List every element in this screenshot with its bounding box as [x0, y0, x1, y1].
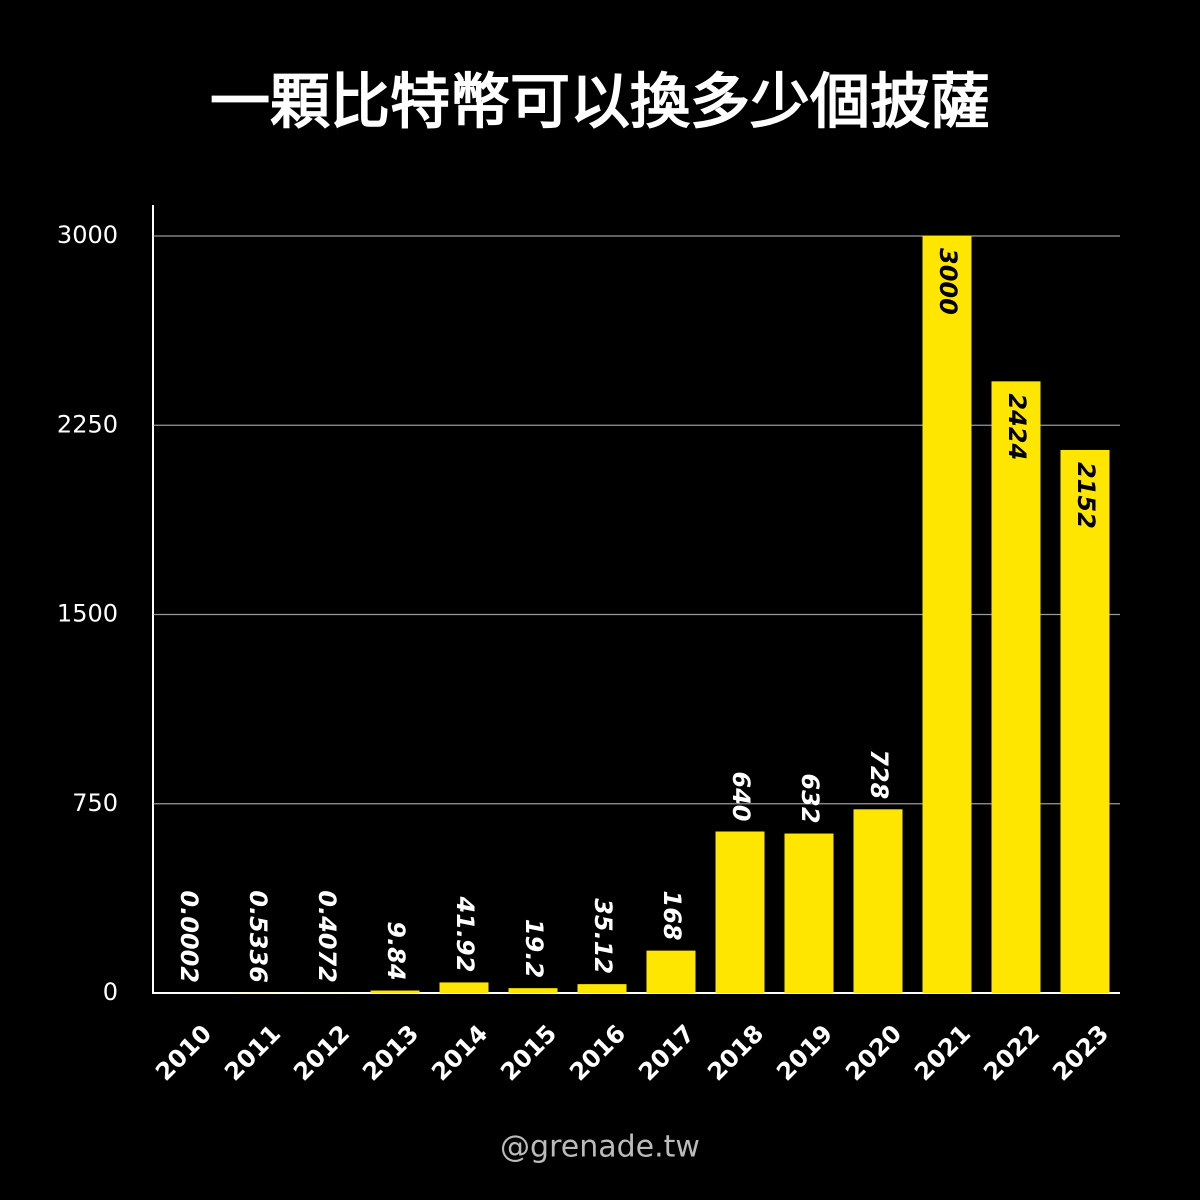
value-label: 35.12	[589, 898, 617, 974]
value-label: 2152	[1072, 462, 1100, 529]
value-label: 640	[727, 771, 755, 821]
chart-title: 一顆比特幣可以換多少個披薩	[210, 68, 990, 138]
value-label: 728	[865, 749, 893, 799]
bar	[715, 831, 765, 993]
y-tick-label: 1500	[57, 600, 118, 628]
bar	[1060, 449, 1110, 994]
bar	[991, 381, 1041, 993]
value-label: 0.4072	[313, 890, 341, 983]
value-label: 168	[658, 890, 686, 940]
bar	[853, 809, 903, 993]
bar	[922, 236, 972, 993]
value-label: 19.2	[520, 919, 548, 978]
value-label: 632	[796, 773, 824, 823]
bar	[646, 950, 696, 993]
footer: @grenade.tw	[500, 1130, 700, 1165]
y-tick-label: 2250	[57, 410, 118, 438]
value-label: 41.92	[451, 896, 479, 973]
bar	[508, 988, 558, 993]
value-label: 9.84	[382, 921, 410, 980]
y-tick-label: 750	[72, 789, 118, 817]
value-label: 0.0002	[175, 890, 203, 983]
value-label: 0.5336	[244, 890, 272, 983]
bar	[784, 833, 834, 993]
value-label: 2424	[1003, 393, 1031, 460]
y-tick-label: 3000	[57, 221, 118, 249]
value-label: 3000	[934, 248, 962, 315]
bar	[370, 990, 420, 993]
bar	[439, 982, 489, 993]
bar	[577, 984, 627, 993]
y-tick-label: 0	[103, 978, 118, 1006]
